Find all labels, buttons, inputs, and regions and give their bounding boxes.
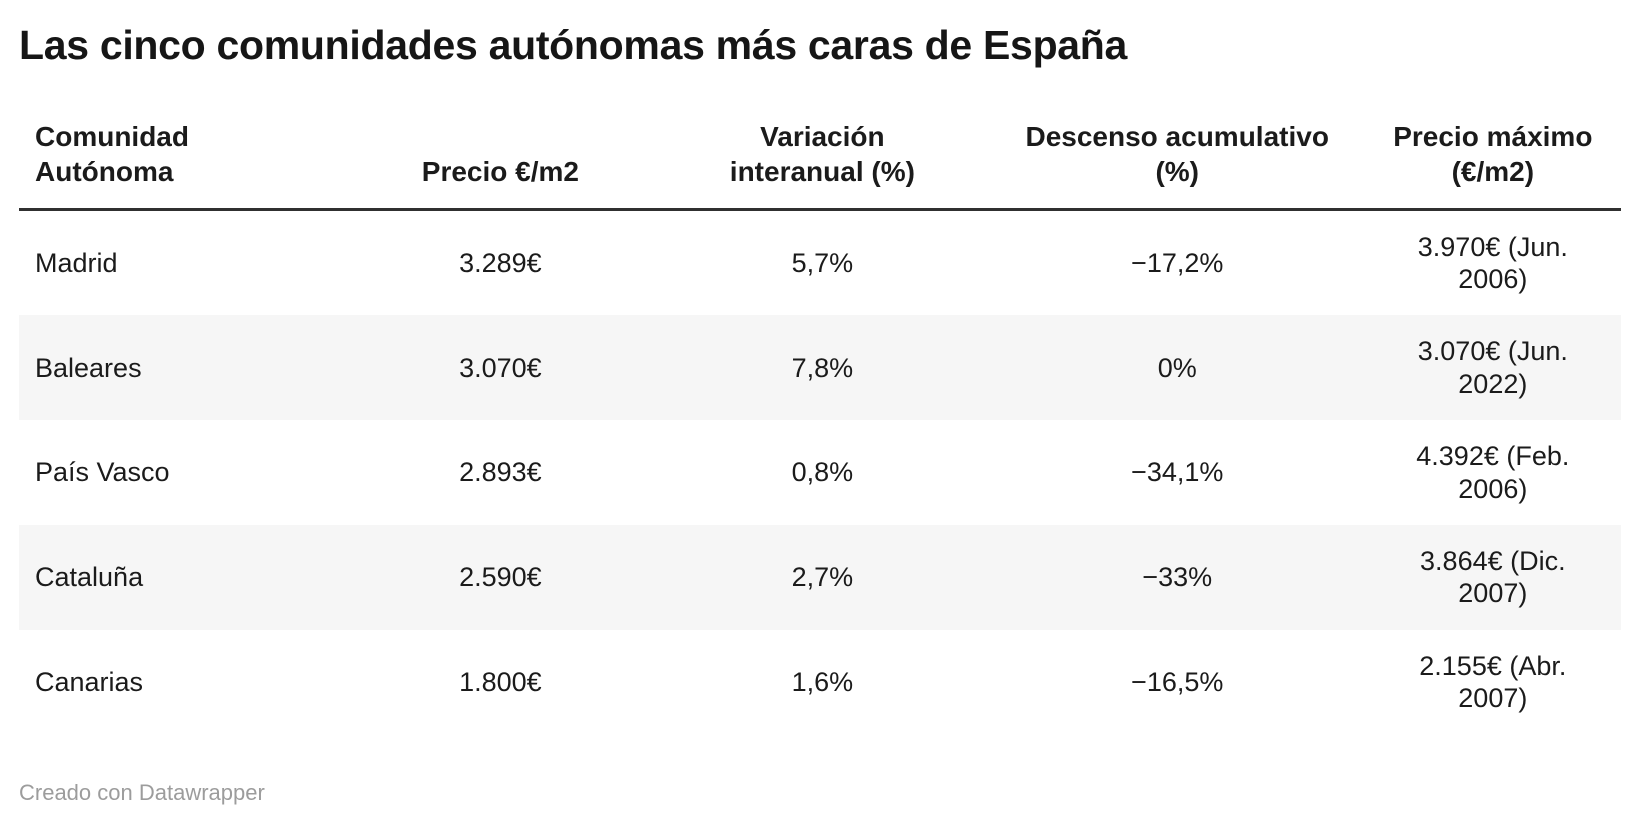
datawrapper-credit-link[interactable]: Creado con Datawrapper [19,779,265,805]
table-row: Madrid 3.289€ 5,7% −17,2% 3.970€ (Jun. 2006) [19,209,1621,315]
table-row: Baleares 3.070€ 7,8% 0% 3.070€ (Jun. 2022) [19,315,1621,421]
table-cell-variacion: 2,7% [791,562,854,593]
table-cell-variacion: 5,7% [791,247,854,278]
table-cell-descenso: −33% [1142,562,1213,593]
table-cell-variacion: 1,6% [791,666,854,697]
table-header: Comunidad Autónoma Precio €/m2 Variación i… [19,120,1621,211]
table-cell-precio-maximo: 3.970€ (Jun. 2006) [1417,231,1568,295]
table-cell-descenso: −34,1% [1131,457,1224,488]
table-cell-descenso: 0% [1157,352,1197,383]
table-cell-comunidad: Canarias [35,666,144,697]
table-row: Cataluña 2.590€ 2,7% −33% 3.864€ (Dic. 2007) [19,524,1621,630]
table-cell-descenso: −17,2% [1131,247,1224,278]
table-cell-comunidad: Madrid [35,247,118,278]
column-header-precio-maximo: Precio máximo (€/m2) [1364,120,1621,211]
table-cell-descenso: −16,5% [1131,666,1224,697]
column-header-variacion: Variación interanual (%) [654,120,990,211]
table-cell-precio: 1.800€ [459,666,542,697]
table-cell-variacion: 7,8% [791,352,854,383]
chart-footer: Creado con Datawrapper [19,779,1621,808]
table-cell-comunidad: Cataluña [35,562,144,593]
table-cell-precio-maximo: 4.392€ (Feb. 2006) [1416,441,1570,504]
table-cell-precio: 2.893€ [459,457,542,488]
column-header-comunidad: Comunidad Autónoma [19,120,346,211]
table-cell-precio: 3.289€ [459,247,542,278]
table-cell-variacion: 0,8% [791,457,854,488]
column-header-precio: Precio €/m2 [345,120,655,211]
data-table: Comunidad Autónoma Precio €/m2 Variación i… [19,120,1621,734]
table-cell-precio: 3.070€ [459,352,542,383]
table-cell-comunidad: País Vasco [35,457,170,488]
table-cell-precio-maximo: 3.864€ (Dic. 2007) [1420,545,1566,609]
table-row: Canarias 1.800€ 1,6% −16,5% 2.155€ (Abr. 200… [19,630,1621,735]
chart-title: Las cinco comunidades autónomas más cara… [19,22,1128,68]
column-header-descenso: Descenso acumulativo (%) [989,120,1365,211]
table-cell-precio-maximo: 3.070€ (Jun. 2022) [1417,336,1568,399]
table-body: Madrid 3.289€ 5,7% −17,2% 3.970€ (Jun. 2006)… [19,209,1621,734]
header-row: Comunidad Autónoma Precio €/m2 Variación i… [19,120,1621,211]
table-cell-precio-maximo: 2.155€ (Abr. 2007) [1419,650,1567,714]
table-row: País Vasco 2.893€ 0,8% −34,1% 4.392€ (Feb. 2… [19,420,1621,525]
table-cell-comunidad: Baleares [35,352,142,383]
table-cell-precio: 2.590€ [459,562,542,593]
